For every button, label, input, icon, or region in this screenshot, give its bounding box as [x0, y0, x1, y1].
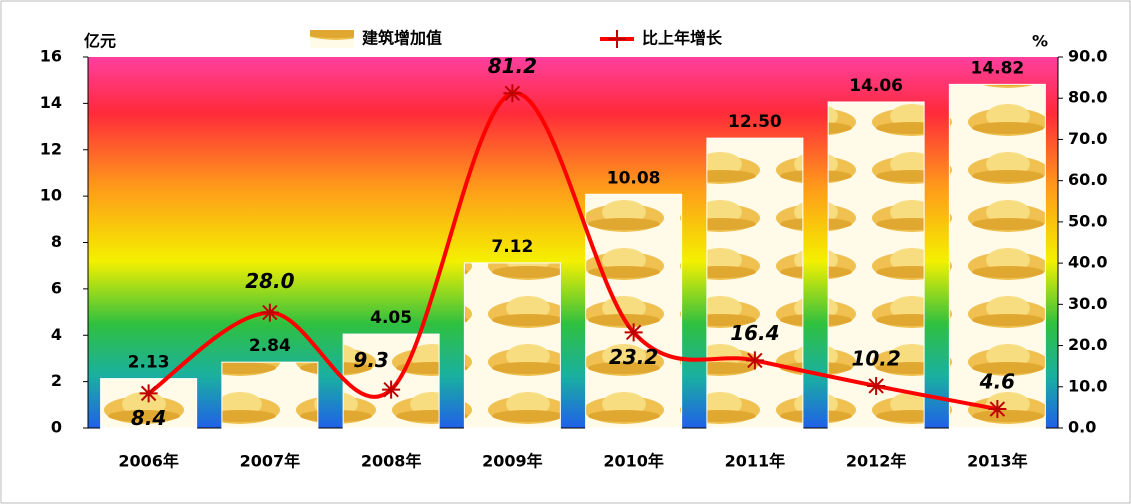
x-tick-label: 2011年 [725, 452, 786, 471]
y2-tick-label: 30.0 [1068, 294, 1107, 313]
y2-axis-label: % [1032, 32, 1048, 51]
y-tick-label: 0 [51, 418, 62, 437]
y-tick-label: 12 [40, 139, 62, 158]
line-marker [503, 84, 522, 103]
line-marker [139, 384, 158, 403]
line-marker [624, 323, 643, 342]
line-value-label: 8.4 [131, 406, 166, 430]
y2-tick-label: 70.0 [1068, 129, 1107, 148]
x-tick-label: 2007年 [240, 452, 301, 471]
bar-value-label: 2.13 [128, 353, 170, 373]
y-tick-label: 10 [40, 186, 62, 205]
x-tick-label: 2006年 [118, 452, 179, 471]
bar [948, 83, 1046, 429]
line-value-label: 10.2 [851, 346, 900, 370]
y2-tick-label: 0.0 [1068, 418, 1096, 437]
line-marker [382, 380, 401, 399]
legend-label: 建筑增加值 [362, 29, 442, 48]
bar-value-label: 7.12 [491, 237, 533, 257]
y2-tick-label: 60.0 [1068, 170, 1107, 189]
legend-swatch [310, 30, 354, 48]
line-value-label: 9.3 [353, 348, 388, 372]
line-value-label: 28.0 [245, 269, 294, 293]
bar-value-label: 14.82 [970, 58, 1024, 78]
bar [585, 193, 683, 429]
line-value-label: 4.6 [979, 370, 1016, 394]
x-tick-label: 2013年 [967, 452, 1028, 471]
bar [706, 137, 804, 429]
bar-value-label: 14.06 [849, 76, 903, 96]
y-tick-label: 2 [51, 371, 62, 390]
bar-value-label: 12.50 [728, 112, 782, 132]
bar-value-label: 10.08 [607, 168, 661, 188]
x-tick-label: 2009年 [482, 452, 543, 471]
y2-tick-label: 90.0 [1068, 47, 1107, 66]
bar [827, 101, 925, 429]
y2-tick-label: 40.0 [1068, 253, 1107, 272]
bar-value-label: 2.84 [249, 336, 291, 356]
line-value-label: 16.4 [730, 321, 779, 345]
y-tick-label: 4 [51, 325, 62, 344]
y-axis-label: 亿元 [84, 32, 116, 51]
y2-tick-label: 50.0 [1068, 211, 1107, 230]
y2-tick-label: 10.0 [1068, 376, 1107, 395]
bar [463, 262, 561, 429]
y-tick-label: 14 [40, 93, 62, 112]
y-tick-label: 6 [51, 278, 62, 297]
y2-tick-label: 20.0 [1068, 335, 1107, 354]
legend-label: 比上年增长 [642, 29, 723, 48]
line-marker [745, 351, 764, 370]
line-marker [988, 400, 1007, 419]
legend-marker [608, 30, 626, 48]
x-tick-label: 2012年 [846, 452, 907, 471]
y2-tick-label: 80.0 [1068, 88, 1107, 107]
line [147, 91, 998, 412]
line-value-label: 23.2 [609, 345, 658, 369]
y-tick-label: 16 [40, 47, 62, 66]
x-tick-label: 2008年 [361, 452, 422, 471]
y-tick-label: 8 [51, 232, 62, 251]
line-marker [260, 303, 279, 322]
x-tick-label: 2010年 [603, 452, 664, 471]
line-marker [867, 376, 886, 395]
line-value-label: 81.2 [488, 54, 537, 78]
bar [221, 361, 319, 429]
bar-value-label: 4.05 [370, 308, 412, 328]
